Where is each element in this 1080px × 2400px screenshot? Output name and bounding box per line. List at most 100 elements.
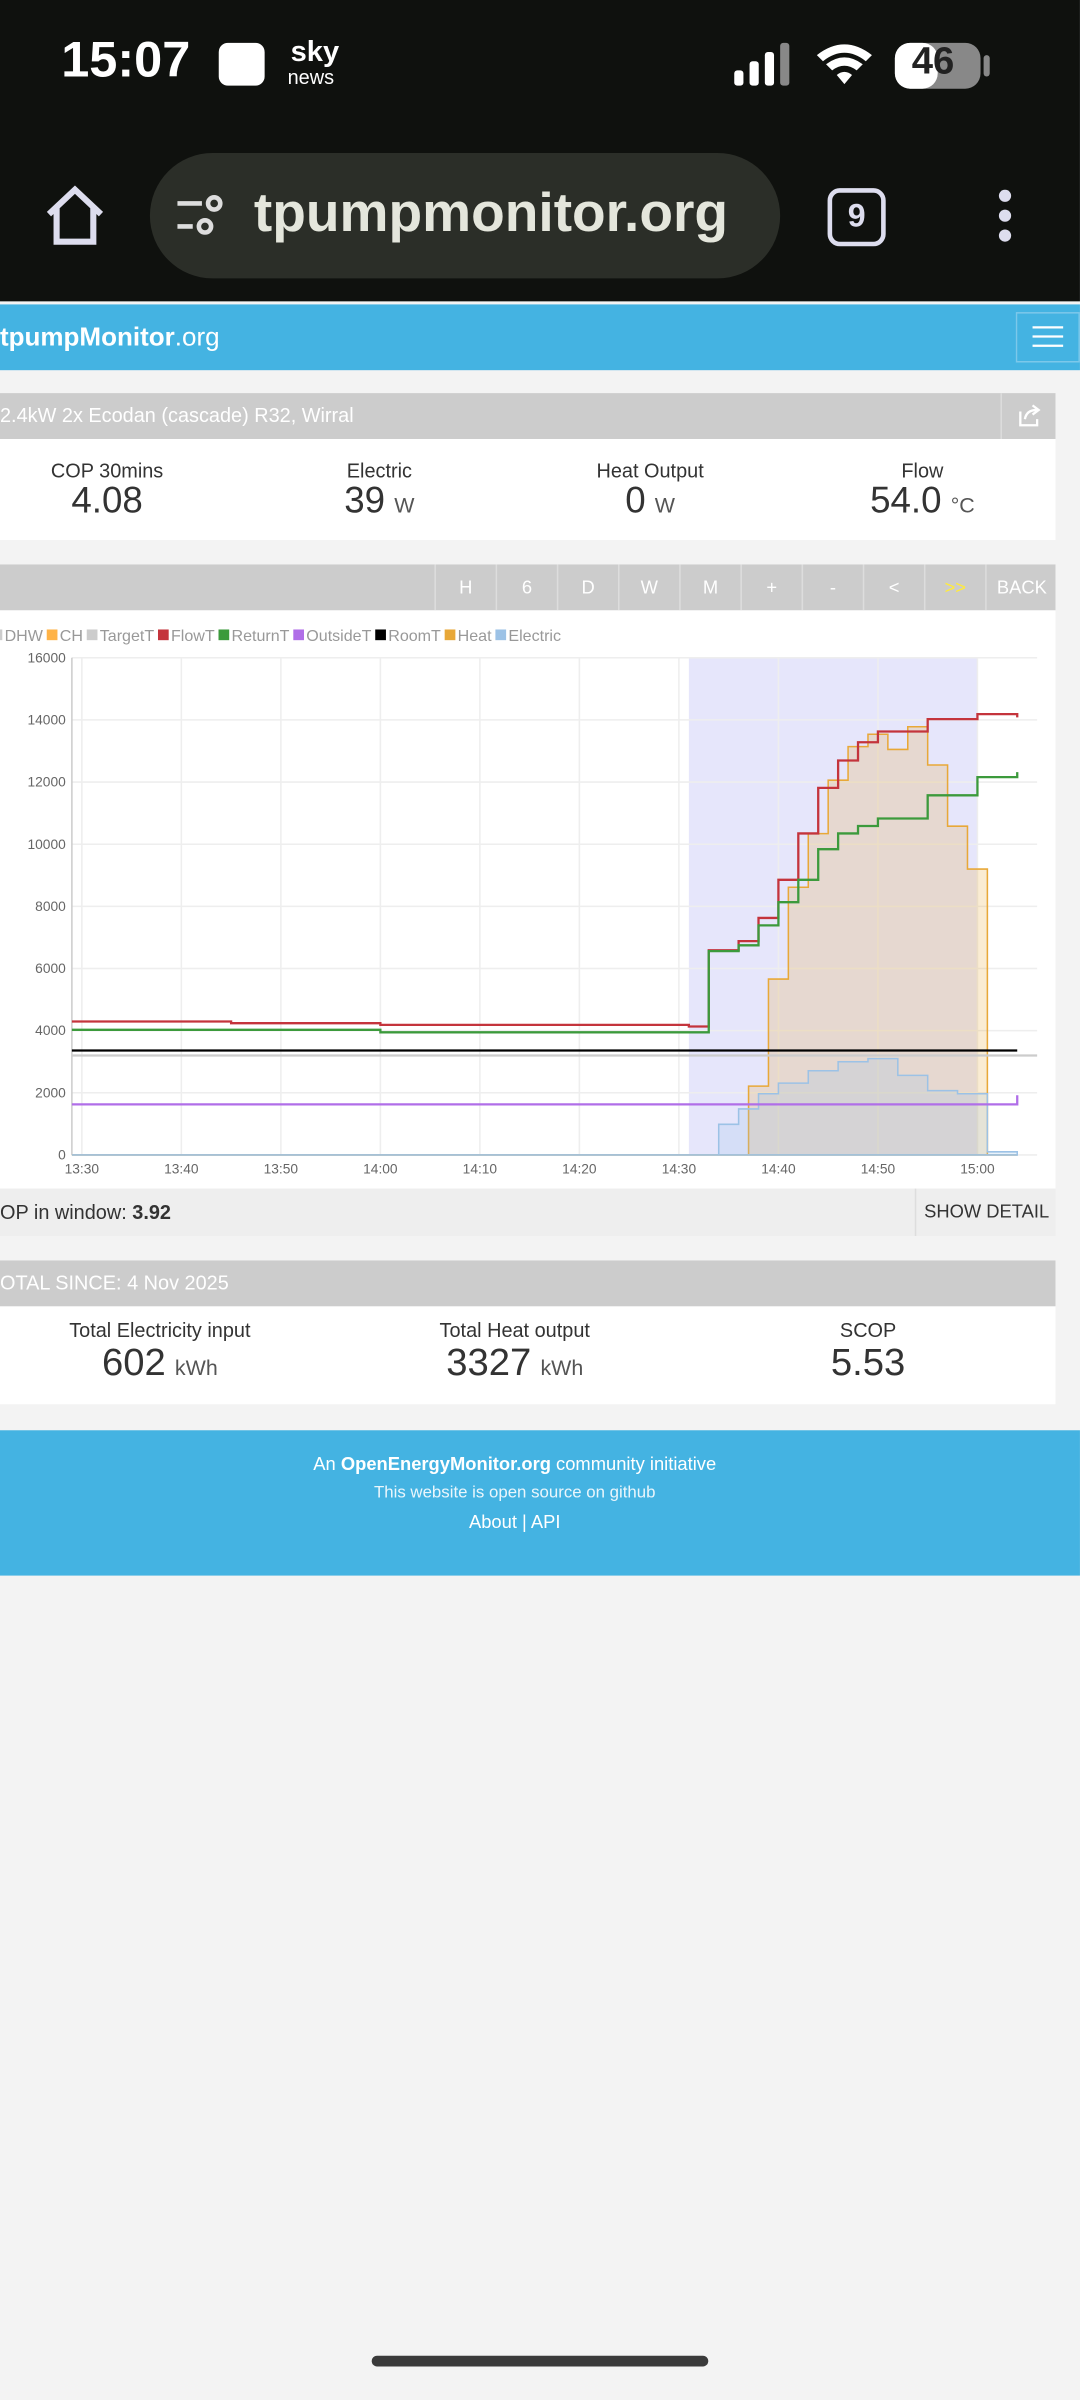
tab-count[interactable]: 9 <box>827 188 886 247</box>
stat: Electric 39 W <box>245 459 514 523</box>
menu[interactable] <box>991 189 1019 245</box>
stat-unit: W <box>654 492 676 518</box>
legend-swatch <box>85 627 99 642</box>
control-button[interactable]: M <box>679 564 740 611</box>
x-tick-label: 14:30 <box>662 1161 697 1176</box>
total-label: Total Electricity input <box>69 1318 251 1342</box>
window-label: OP in window: <box>0 1200 133 1224</box>
detail-button[interactable]: SHOW DETAIL <box>914 1188 1057 1236</box>
footer <box>0 1430 1080 1576</box>
control-button[interactable]: 6 <box>495 564 557 611</box>
home-button[interactable] <box>43 184 110 248</box>
footer-text: An <box>313 1453 341 1475</box>
controls-bar <box>0 564 1056 611</box>
x-tick-label: 14:00 <box>363 1161 398 1176</box>
total: Total Electricity input 602 kWh <box>0 1319 340 1386</box>
legend-entry: Electric <box>508 627 561 645</box>
brand-bold: tpumpMonitor <box>0 322 175 352</box>
y-tick-label: 16000 <box>28 650 67 665</box>
stats-panel <box>0 439 1056 540</box>
x-tick-label: 13:50 <box>264 1161 299 1176</box>
stat-value: 54.0 <box>870 480 942 522</box>
x-tick-label: 15:00 <box>960 1161 995 1176</box>
stat-label: Heat Output <box>596 458 704 482</box>
total-unit: kWh <box>174 1355 218 1380</box>
legend-swatch <box>291 627 306 642</box>
control-button[interactable]: W <box>617 564 679 611</box>
app-name: news <box>287 65 335 89</box>
brand-suffix: .org <box>174 322 220 352</box>
site-settings[interactable] <box>174 193 229 239</box>
control-button[interactable]: BACK <box>985 564 1057 611</box>
nav-toggle[interactable] <box>1015 312 1080 363</box>
legend-entry: RoomT <box>388 627 441 645</box>
totals-panel <box>0 1306 1056 1405</box>
line-series <box>71 772 1019 1034</box>
legend-swatch <box>373 627 388 642</box>
home-indicator <box>371 2355 709 2367</box>
control-button[interactable]: H <box>434 564 495 611</box>
legend-entry: TargetT <box>100 627 155 645</box>
x-tick-label: 13:30 <box>65 1161 100 1176</box>
area-series <box>71 1057 1019 1156</box>
footer-link[interactable]: OpenEnergyMonitor.org <box>340 1453 551 1475</box>
y-tick-label: 4000 <box>35 1023 66 1038</box>
control-button[interactable]: - <box>801 564 863 611</box>
window-value: 3.92 <box>132 1200 171 1224</box>
system-bar <box>0 393 1056 440</box>
stat-label: COP 30mins <box>50 458 164 482</box>
line-series <box>71 1095 1019 1106</box>
battery-level: 46 <box>911 39 955 83</box>
stat-value: 39 <box>344 480 386 522</box>
legend-swatch <box>45 627 59 642</box>
app-name: sky <box>290 36 340 69</box>
control-button[interactable]: >> <box>923 564 985 611</box>
stat-value: 0 <box>625 480 646 522</box>
stat-unit: W <box>394 492 415 518</box>
stat-unit: °C <box>950 492 975 518</box>
clock: 15:07 <box>61 30 191 88</box>
total-value: 3327 <box>446 1341 532 1385</box>
footer-line: An OpenEnergyMonitor.org community initi… <box>0 1453 1029 1474</box>
share-button[interactable] <box>1000 393 1055 440</box>
footer-line[interactable]: This website is open source on github <box>373 1483 656 1503</box>
control-button[interactable]: D <box>556 564 618 611</box>
status-icons <box>734 42 990 89</box>
total-value: 602 <box>101 1341 166 1385</box>
y-tick-label: 0 <box>58 1148 66 1163</box>
stat-label: Electric <box>346 458 412 482</box>
x-tick-label: 14:10 <box>463 1161 498 1176</box>
totals-bar <box>0 1260 1056 1307</box>
totals-title: OTAL SINCE: 4 Nov 2025 <box>0 1271 229 1295</box>
system-title: 2.4kW 2x Ecodan (cascade) R32, Wirral <box>0 403 354 427</box>
y-tick-label: 6000 <box>35 961 66 976</box>
total-value: 5.53 <box>830 1341 906 1385</box>
chart: 0 2000 4000 6000 8000 10000 12000 14000 16000 13:… <box>0 610 1056 1189</box>
control-button[interactable]: < <box>862 564 924 611</box>
stat: Heat Output 0 W <box>516 459 785 523</box>
y-tick-label: 2000 <box>35 1085 66 1100</box>
address-bar[interactable] <box>149 152 781 279</box>
y-tick-label: 14000 <box>28 713 67 728</box>
brand[interactable]: tpumpMonitor.org <box>0 323 220 354</box>
url: tpumpmonitor.org <box>253 180 729 244</box>
stat-value: 4.08 <box>71 480 143 522</box>
stat-label: Flow <box>901 458 944 482</box>
x-tick-label: 13:40 <box>164 1161 199 1176</box>
y-tick-label: 12000 <box>28 775 67 790</box>
legend-entry: ReturnT <box>232 627 290 645</box>
legend-swatch <box>493 627 508 642</box>
control-button[interactable]: + <box>740 564 801 611</box>
legend: DHW CH TargetT FlowT ReturnT OutsideT RoomT Hea… <box>0 627 561 645</box>
x-tick-label: 14:40 <box>761 1161 796 1176</box>
total: SCOP 5.53 <box>688 1319 1047 1386</box>
legend-swatch <box>216 627 231 642</box>
footer-links[interactable]: About | API <box>468 1511 561 1533</box>
x-tick-label: 14:50 <box>861 1161 896 1176</box>
total-label: Total Heat output <box>439 1318 590 1342</box>
x-tick-label: 14:20 <box>562 1161 597 1176</box>
footer-text: community initiative <box>550 1453 717 1475</box>
total-unit: kWh <box>540 1355 584 1380</box>
